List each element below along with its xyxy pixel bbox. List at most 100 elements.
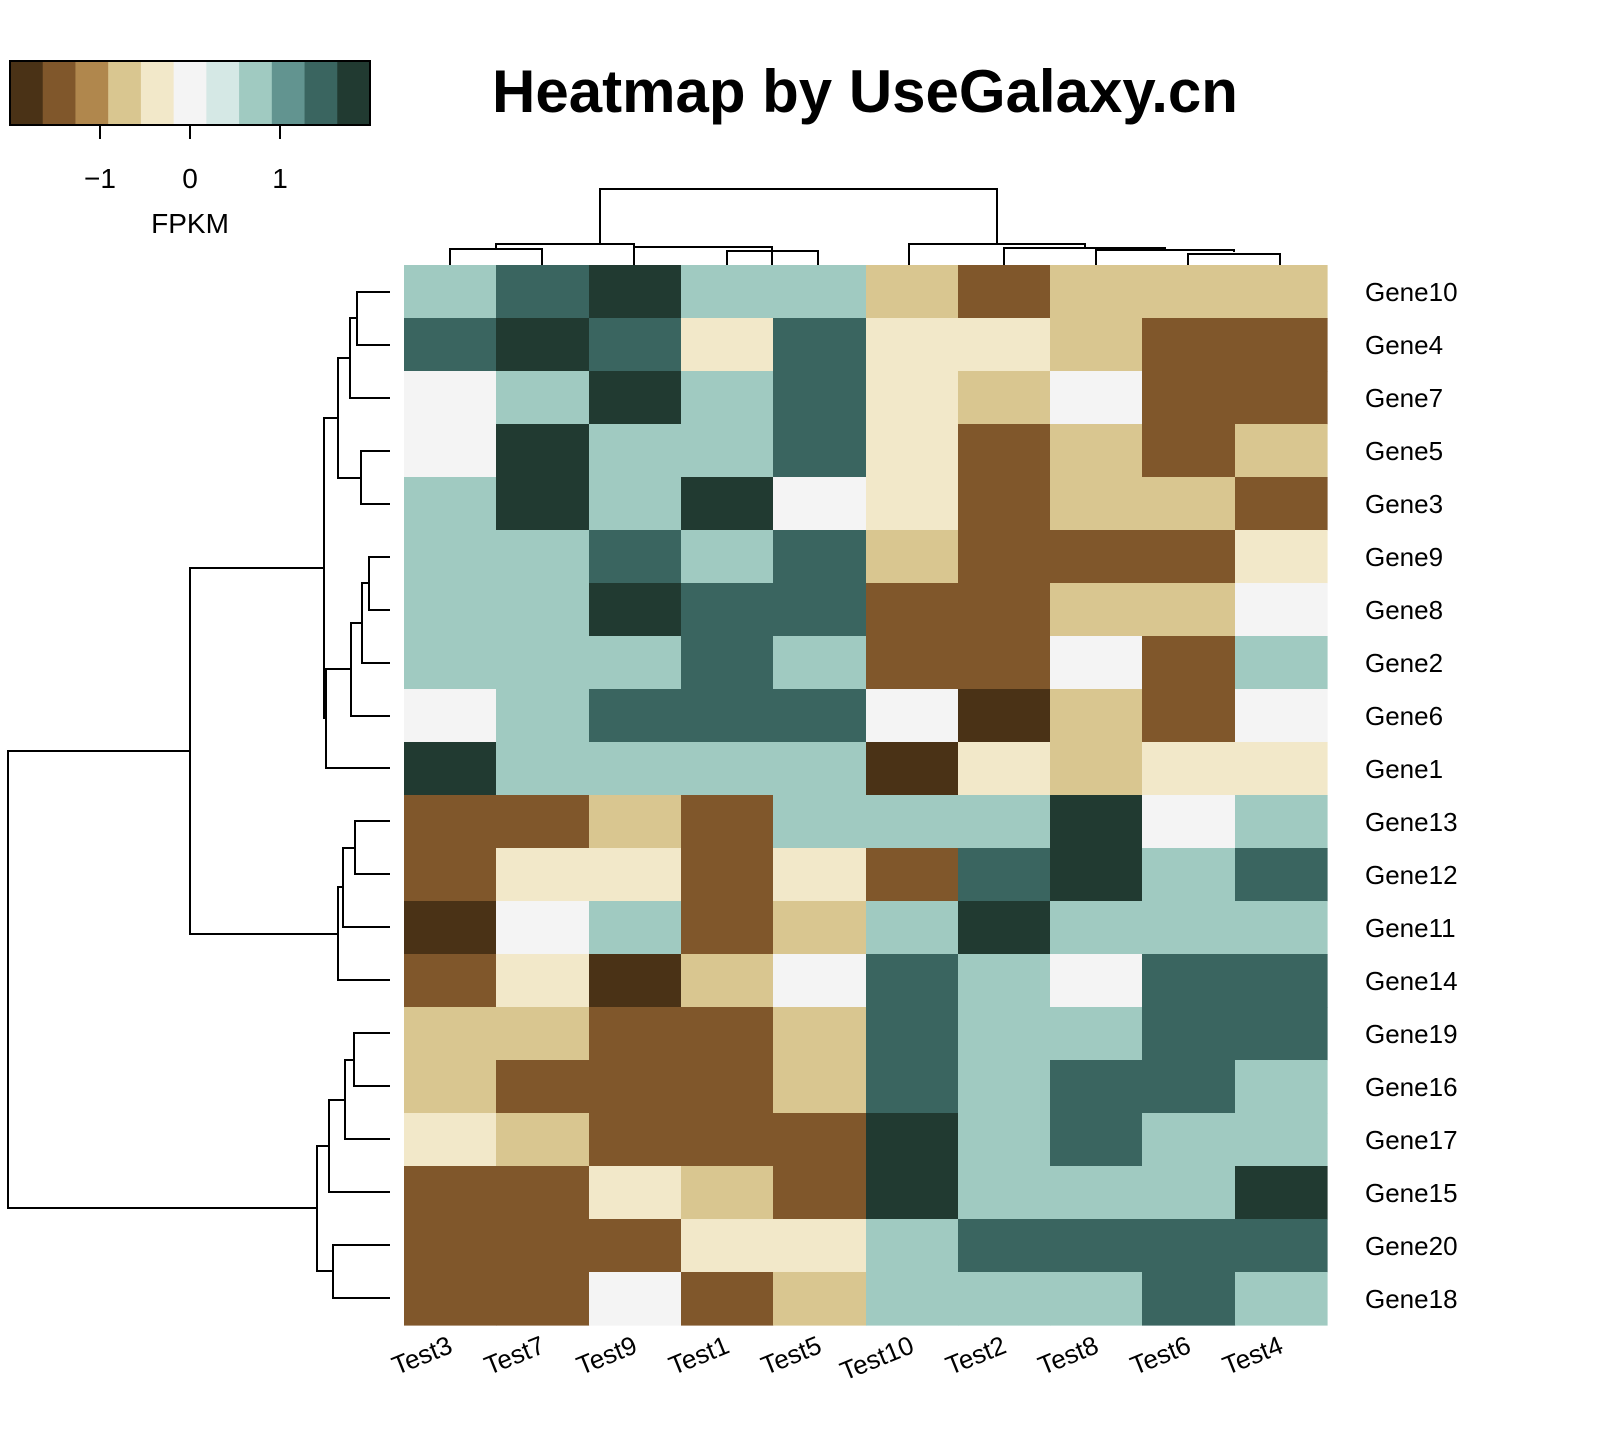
color-key-swatch xyxy=(10,61,44,125)
heatmap-cell xyxy=(681,530,774,584)
heatmap-cell xyxy=(681,1007,774,1061)
heatmap-cell xyxy=(404,848,497,902)
heatmap-cell xyxy=(773,265,867,319)
heatmap-cell xyxy=(681,1272,774,1326)
heatmap-cell xyxy=(958,1113,1051,1167)
heatmap-cell xyxy=(589,371,682,425)
heatmap-cell xyxy=(681,954,774,1008)
heatmap-cell xyxy=(496,583,590,637)
heatmap-cell xyxy=(958,424,1051,478)
row-label: Gene8 xyxy=(1365,595,1443,625)
heatmap-cell xyxy=(958,742,1051,796)
heatmap-cell xyxy=(773,1007,867,1061)
column-dendrogram xyxy=(449,188,1281,265)
heatmap-cell xyxy=(1142,477,1236,531)
heatmap-cell xyxy=(404,530,497,584)
heatmap-cell xyxy=(866,636,959,690)
heatmap-cell xyxy=(681,636,774,690)
heatmap-cell xyxy=(589,1166,682,1220)
heatmap-cell xyxy=(496,371,590,425)
heatmap-cell xyxy=(589,1272,682,1326)
column-label: Test1 xyxy=(664,1330,733,1381)
heatmap-cell xyxy=(681,1060,774,1114)
heatmap-cell xyxy=(496,1272,590,1326)
heatmap-cell xyxy=(404,1113,497,1167)
color-key-swatch xyxy=(271,61,306,125)
heatmap-cell xyxy=(681,689,774,743)
heatmap-cell xyxy=(866,1060,959,1114)
heatmap-cell xyxy=(589,689,682,743)
heatmap-cell xyxy=(1235,530,1328,584)
column-label: Test7 xyxy=(480,1330,549,1381)
heatmap-cell xyxy=(1235,795,1328,849)
heatmap-cell xyxy=(589,795,682,849)
heatmap-cell xyxy=(773,901,867,955)
heatmap-cell xyxy=(496,901,590,955)
color-key-swatch xyxy=(108,61,142,125)
heatmap-cell xyxy=(1050,901,1143,955)
heatmap-cell xyxy=(404,477,497,531)
heatmap-cell xyxy=(866,1007,959,1061)
heatmap-cell xyxy=(404,901,497,955)
heatmap-cell xyxy=(681,1166,774,1220)
heatmap-cell xyxy=(681,742,774,796)
row-label: Gene11 xyxy=(1365,913,1456,943)
color-key-swatch xyxy=(140,61,175,125)
heatmap-cell xyxy=(404,742,497,796)
heatmap-cell xyxy=(404,1166,497,1220)
column-label: Test3 xyxy=(387,1330,456,1381)
heatmap-cell xyxy=(496,689,590,743)
row-label: Gene18 xyxy=(1365,1284,1458,1314)
heatmap-cell xyxy=(1050,848,1143,902)
column-label: Test4 xyxy=(1218,1330,1287,1381)
heatmap-cell xyxy=(773,1272,867,1326)
heatmap-cell xyxy=(1050,636,1143,690)
row-label: Gene2 xyxy=(1365,648,1443,678)
heatmap-cell xyxy=(1050,1272,1143,1326)
column-label: Test2 xyxy=(941,1330,1010,1381)
heatmap-cell xyxy=(866,901,959,955)
heatmap-cell xyxy=(681,795,774,849)
heatmap-cell xyxy=(1050,583,1143,637)
heatmap-cell xyxy=(866,530,959,584)
heatmap-cell xyxy=(404,1007,497,1061)
row-dendrogram xyxy=(7,291,390,1299)
heatmap-cell xyxy=(1142,265,1236,319)
heatmap-cell xyxy=(496,1060,590,1114)
heatmap-cell xyxy=(1235,318,1328,372)
heatmap-cell xyxy=(773,848,867,902)
heatmap-cell xyxy=(958,1007,1051,1061)
heatmap-cell xyxy=(589,901,682,955)
heatmap-cell xyxy=(404,318,497,372)
color-key: −1 0 1 xyxy=(9,60,371,194)
heatmap-cell xyxy=(589,318,682,372)
heatmap-cell xyxy=(958,371,1051,425)
heatmap-cell xyxy=(958,848,1051,902)
heatmap-cell xyxy=(1235,371,1328,425)
heatmap-cell xyxy=(1235,1272,1328,1326)
heatmap-cell xyxy=(1235,954,1328,1008)
heatmap-cell xyxy=(1142,1272,1236,1326)
heatmap-cell xyxy=(773,795,867,849)
heatmap-cell xyxy=(958,1060,1051,1114)
heatmap-cell xyxy=(1235,1060,1328,1114)
heatmap-cell xyxy=(773,954,867,1008)
row-label: Gene14 xyxy=(1365,966,1458,996)
heatmap-cell xyxy=(404,954,497,1008)
heatmap-cell xyxy=(1235,1166,1328,1220)
heatmap-cell xyxy=(404,795,497,849)
heatmap-cell xyxy=(1142,583,1236,637)
heatmap-cell xyxy=(404,424,497,478)
heatmap-cell xyxy=(866,583,959,637)
heatmap-cell xyxy=(773,583,867,637)
heatmap-cell xyxy=(958,636,1051,690)
heatmap-cell xyxy=(589,477,682,531)
heatmap-cell xyxy=(404,636,497,690)
heatmap-cell xyxy=(1142,1113,1236,1167)
heatmap-cell xyxy=(496,1007,590,1061)
heatmap-cell xyxy=(496,318,590,372)
heatmap-cell xyxy=(1142,318,1236,372)
heatmap-cell xyxy=(958,265,1051,319)
heatmap-cell xyxy=(958,1272,1051,1326)
